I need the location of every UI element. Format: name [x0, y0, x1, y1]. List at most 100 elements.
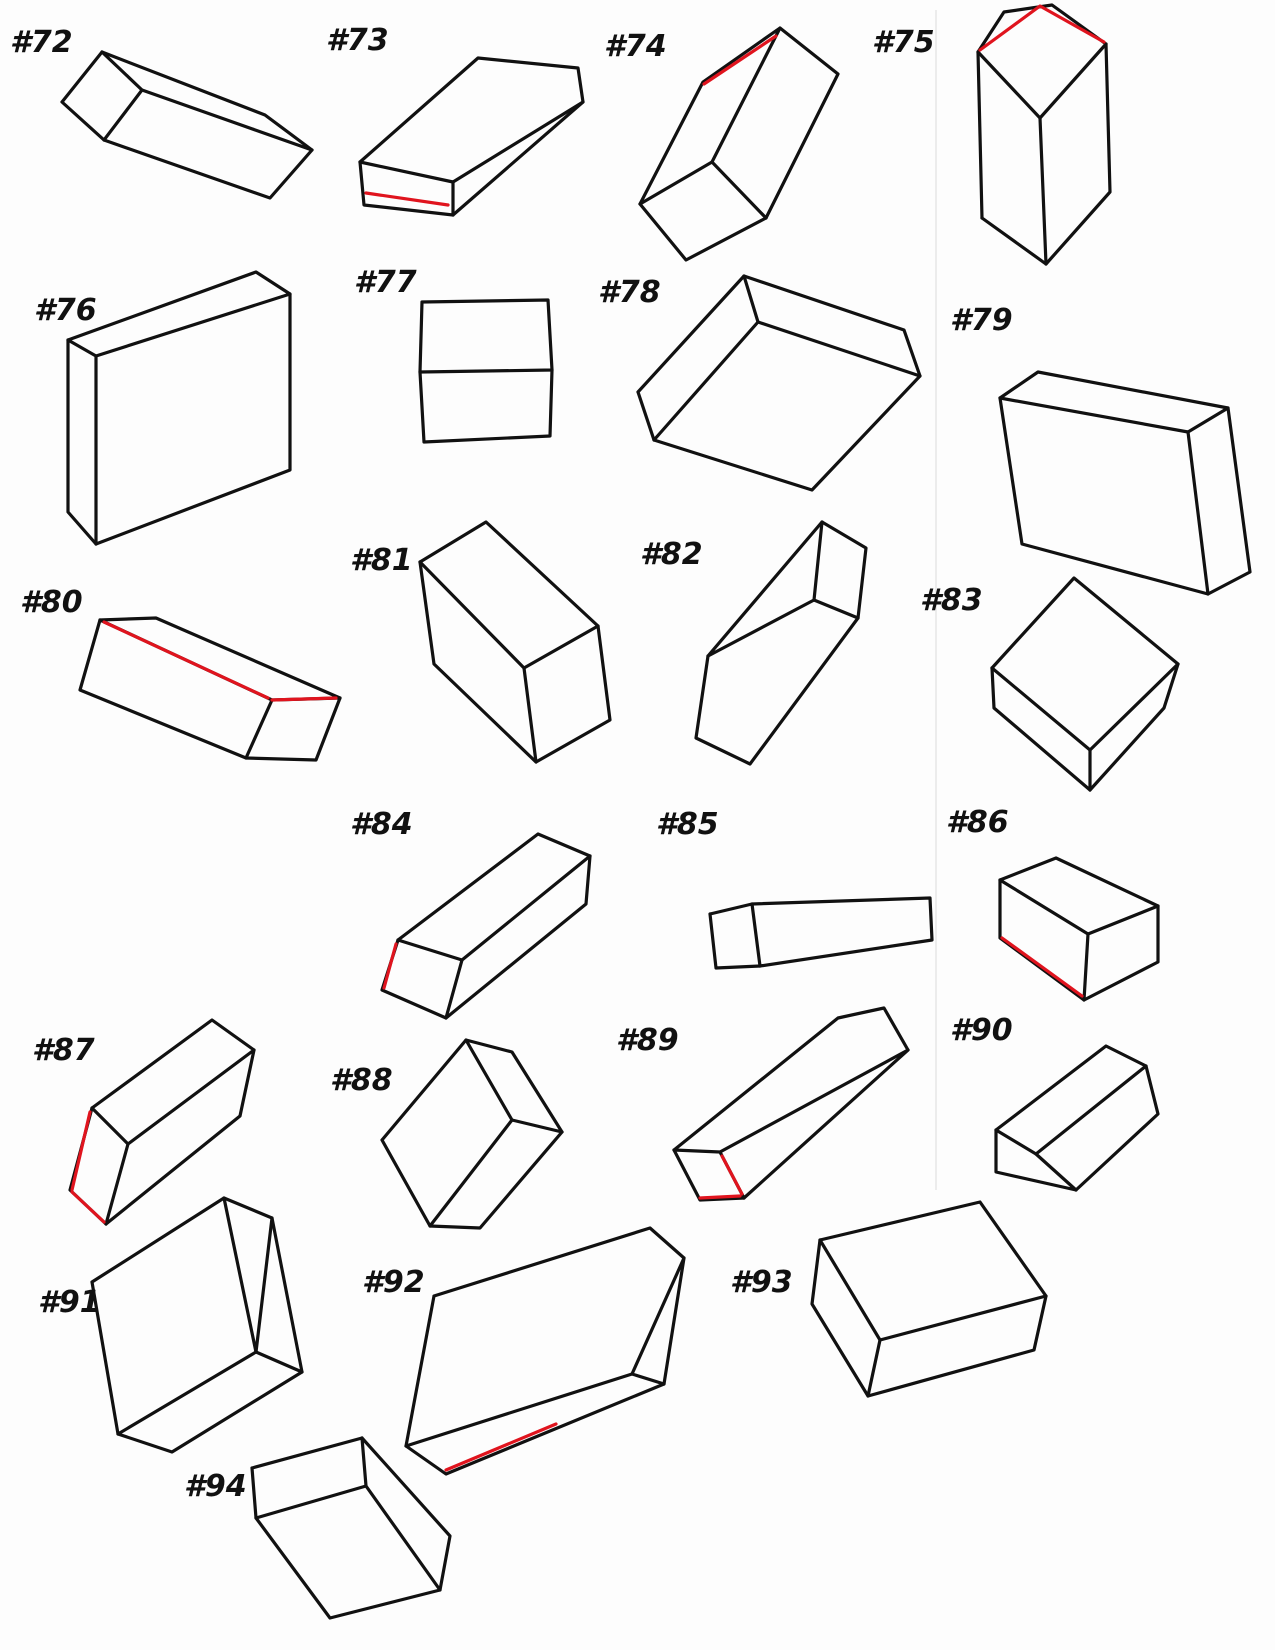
box-label: #88: [330, 1063, 393, 1098]
box-edges: [428, 1130, 564, 1230]
box-83: #83: [920, 576, 1180, 792]
highlighted-edge: [270, 696, 338, 702]
highlighted-edge: [364, 191, 450, 207]
box-edges: [672, 1006, 910, 1154]
box-93: #93: [730, 1200, 1048, 1398]
box-75: #75: [872, 3, 1112, 266]
box-label: #81: [350, 543, 413, 578]
box-edges: [998, 856, 1160, 936]
box-label: #87: [32, 1033, 95, 1068]
box-edges: [742, 1048, 910, 1200]
highlighted-edge: [978, 4, 1106, 52]
box-label: #72: [10, 25, 73, 60]
box-81: #81: [350, 520, 612, 764]
box-edges: [404, 1226, 686, 1448]
box-73: #73: [326, 23, 585, 217]
box-edges: [742, 274, 760, 324]
highlighted-edge: [382, 942, 398, 990]
box-edges: [694, 616, 860, 766]
box-edges: [706, 520, 868, 658]
box-edges: [418, 560, 538, 764]
box-edges: [451, 100, 585, 217]
box-80: #80: [20, 585, 342, 762]
box-edges: [866, 1294, 1048, 1398]
box-90: #90: [950, 1013, 1160, 1192]
box-edges: [98, 616, 342, 762]
box-79: #79: [950, 303, 1252, 596]
box-84: #84: [350, 807, 592, 1020]
box-edges: [418, 520, 600, 670]
box-label: #79: [950, 303, 1013, 338]
box-74: #74: [604, 26, 840, 262]
box-edges: [1088, 662, 1180, 792]
box-edges: [630, 1372, 666, 1386]
box-edges: [222, 1196, 304, 1374]
box-edges: [990, 666, 1092, 792]
box-92: #92: [362, 1226, 686, 1476]
box-edges: [750, 902, 762, 968]
box-label: #85: [656, 807, 719, 842]
box-edges: [636, 274, 922, 492]
box-89: #89: [616, 1006, 910, 1202]
box-edges: [1074, 1064, 1160, 1192]
box-edges: [464, 1038, 514, 1122]
box-label: #94: [184, 1469, 247, 1504]
box-86: #86: [946, 805, 1160, 1002]
box-edges: [812, 520, 824, 602]
box-88: #88: [330, 1038, 564, 1230]
box-label: #78: [598, 275, 661, 310]
box-edges: [104, 1048, 256, 1226]
box-85: #85: [656, 807, 934, 970]
box-label: #92: [362, 1265, 425, 1300]
box-edges: [250, 1436, 368, 1520]
box-edges: [638, 202, 768, 262]
box-edges: [810, 1238, 882, 1398]
box-76: #76: [34, 270, 292, 546]
box-label: #84: [350, 807, 413, 842]
box-edges: [358, 160, 455, 217]
box-edges: [980, 216, 1048, 266]
box-edges: [976, 50, 984, 220]
box-edges: [418, 368, 554, 444]
box-edges: [998, 396, 1210, 596]
box-edges: [102, 88, 314, 200]
box-label: #83: [920, 583, 983, 618]
highlighted-edge: [702, 34, 778, 86]
box-edges: [534, 624, 612, 764]
box-edges: [818, 1200, 1048, 1342]
box-87: #87: [32, 1018, 256, 1226]
box-edges: [994, 1044, 1148, 1156]
box-edges: [444, 854, 592, 1020]
box-label: #80: [20, 585, 83, 620]
highlighted-edge: [698, 1194, 742, 1200]
box-label: #75: [872, 25, 935, 60]
box-label: #93: [730, 1265, 793, 1300]
highlighted-edge: [70, 1110, 92, 1192]
box-edges: [90, 1196, 274, 1436]
box-edges: [254, 1516, 442, 1620]
box-edges: [976, 3, 1108, 120]
box-edges: [60, 50, 144, 142]
box-edges: [638, 26, 840, 220]
box-label: #73: [326, 23, 389, 58]
box-edges: [710, 26, 782, 164]
box-edges: [998, 878, 1090, 1002]
box-edges: [1082, 904, 1160, 1002]
box-edges: [66, 338, 98, 546]
highlighted-edge: [720, 1154, 744, 1196]
box-label: #86: [946, 805, 1009, 840]
box-edges: [1206, 406, 1252, 596]
box-edges: [380, 1038, 564, 1228]
box-label: #82: [640, 537, 703, 572]
box-edges: [360, 1436, 452, 1592]
box-edges: [708, 896, 934, 970]
box-label: #89: [616, 1023, 679, 1058]
highlighted-edge: [444, 1422, 558, 1472]
box-edges: [404, 1256, 686, 1476]
box-edges: [66, 270, 292, 546]
highlighted-edge: [1000, 936, 1084, 998]
box-edges: [652, 320, 922, 442]
box-edges: [1038, 42, 1112, 266]
